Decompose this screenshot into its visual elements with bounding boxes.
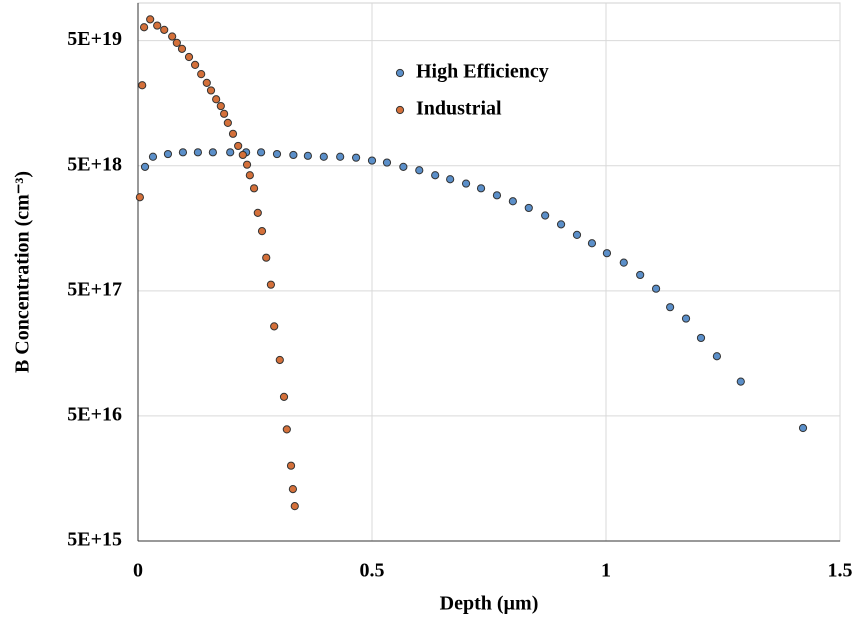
y-tick-label: 5E+18: [67, 153, 122, 175]
point: [736, 377, 745, 386]
point: [245, 171, 254, 180]
x-axis-label: Depth (µm): [440, 593, 539, 615]
point: [319, 152, 328, 161]
point: [178, 148, 188, 157]
point: [172, 38, 181, 47]
point: [290, 502, 299, 511]
point: [461, 179, 471, 188]
point: [257, 227, 267, 236]
point: [798, 423, 808, 433]
legend-marker: [395, 68, 405, 78]
point: [202, 78, 211, 87]
point: [476, 184, 486, 193]
x-tick-label: 0.5: [360, 560, 385, 582]
point: [160, 25, 169, 34]
point: [289, 150, 298, 160]
point: [238, 150, 247, 160]
point: [253, 208, 262, 217]
point: [275, 355, 284, 365]
point: [602, 249, 612, 258]
point: [140, 162, 150, 171]
point: [286, 461, 296, 470]
point: [279, 392, 289, 401]
point: [351, 153, 361, 162]
point: [223, 118, 232, 128]
x-tick-label: 1: [601, 560, 611, 582]
y-axis-label: B Concentration (cm⁻³): [12, 171, 34, 373]
point: [272, 149, 282, 159]
point: [148, 152, 158, 161]
point: [399, 162, 408, 171]
point: [619, 258, 628, 267]
point: [226, 148, 235, 157]
point: [666, 303, 675, 312]
point: [266, 280, 276, 289]
point: [216, 101, 225, 111]
point: [146, 15, 155, 24]
point: [524, 203, 533, 213]
point: [303, 151, 312, 160]
point: [587, 239, 597, 248]
point: [636, 270, 645, 280]
point: [572, 230, 582, 239]
point: [282, 425, 291, 434]
point: [492, 191, 502, 200]
point: [242, 160, 252, 169]
point: [168, 32, 177, 41]
point: [206, 86, 216, 95]
point: [431, 171, 440, 180]
y-tick-label: 5E+19: [67, 28, 122, 50]
legend-label: High Efficiency: [416, 61, 549, 83]
point: [696, 333, 706, 343]
legend-label: Industrial: [416, 98, 502, 120]
point: [208, 148, 217, 157]
point: [415, 166, 424, 175]
point: [367, 156, 377, 165]
point: [681, 314, 691, 323]
x-tick-label: 1.5: [828, 560, 853, 582]
point: [153, 21, 162, 30]
x-tick-label: 0: [133, 560, 143, 582]
point: [228, 129, 238, 138]
y-tick-label: 5E+17: [67, 278, 122, 300]
point: [288, 484, 298, 494]
point: [234, 141, 243, 151]
point: [556, 220, 566, 229]
point: [163, 149, 173, 159]
point: [382, 158, 392, 167]
point: [249, 184, 259, 193]
point: [270, 322, 279, 331]
point: [197, 70, 206, 79]
point: [336, 152, 345, 161]
point: [177, 44, 187, 53]
plot-frame: [137, 2, 841, 542]
legend-marker: [395, 105, 405, 115]
point: [193, 148, 203, 157]
point: [712, 352, 722, 361]
point: [508, 197, 517, 206]
point: [541, 211, 550, 220]
point: [446, 175, 455, 184]
point: [256, 148, 266, 157]
y-tick-label: 5E+15: [67, 529, 122, 551]
point: [138, 81, 147, 90]
point: [135, 193, 144, 202]
point: [139, 23, 149, 32]
point: [651, 284, 661, 293]
point: [262, 253, 271, 262]
point: [190, 60, 200, 69]
point: [212, 95, 221, 104]
point: [184, 52, 194, 62]
y-tick-label: 5E+16: [67, 404, 122, 426]
point: [220, 109, 229, 118]
